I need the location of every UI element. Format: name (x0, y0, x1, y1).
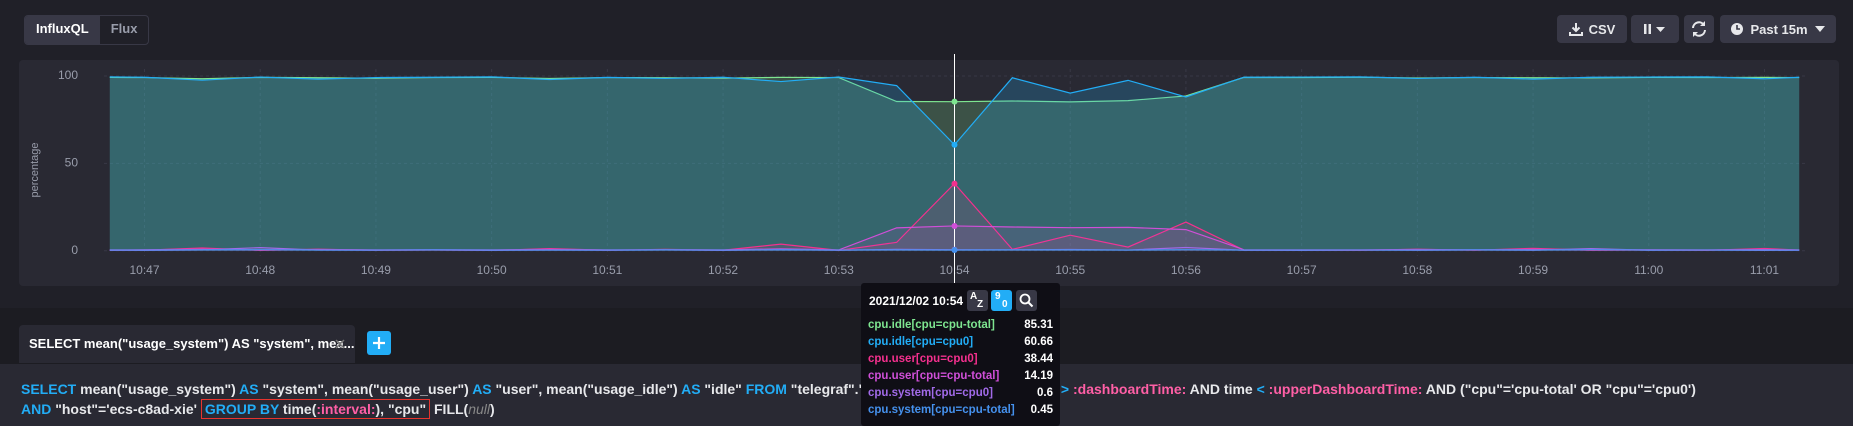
tooltip-row: cpu.idle[cpu=cpu0] 60.66 (868, 336, 1053, 351)
token: mean("usage_system") (76, 381, 240, 397)
caret-icon (1814, 26, 1825, 32)
x-tick-label: 10:52 (708, 263, 738, 277)
close-icon[interactable] (335, 339, 345, 349)
icon-letter: Z (977, 299, 984, 310)
tooltip-row: cpu.system[cpu=cpu0] 0.6 (868, 387, 1053, 402)
token: > (1060, 381, 1070, 397)
y-tick-label: 100 (58, 68, 78, 82)
x-tick-label: 10:58 (1402, 263, 1432, 277)
label: Past 15m (1750, 21, 1808, 37)
token: AS (472, 381, 492, 397)
x-tick-label: 10:57 (1287, 263, 1317, 277)
y-tick-label: 0 (71, 243, 78, 257)
token: ) (490, 401, 495, 417)
x-tick-label: 11:00 (1634, 263, 1663, 277)
refresh-icon (1692, 21, 1706, 37)
x-tick-label: 10:53 (824, 263, 854, 277)
x-tick-label: 10:56 (1171, 263, 1201, 277)
token: FROM (745, 381, 787, 397)
highlight-box: GROUP BY time(:interval:), "cpu" (200, 399, 431, 419)
tab[interactable]: InfluxQL (25, 16, 100, 44)
series-name: cpu.idle[cpu=cpu0] (868, 336, 974, 348)
series-value: 85.31 (1024, 319, 1053, 331)
pause-button[interactable] (1631, 15, 1679, 43)
tooltip-row: cpu.user[cpu=cpu-total] 14.19 (868, 370, 1053, 385)
clock-icon (1731, 23, 1744, 35)
x-tick-label: 10:51 (592, 263, 622, 277)
token: time( (279, 401, 317, 417)
series-name: cpu.idle[cpu=cpu-total] (868, 319, 995, 331)
icon-letter: A (970, 291, 978, 302)
token: AS (681, 381, 701, 397)
refresh-button[interactable] (1684, 15, 1714, 43)
x-tick-label: 10:47 (129, 263, 159, 277)
token: AND time (1186, 381, 1257, 397)
token: :interval: (316, 401, 376, 417)
tab[interactable]: Flux (110, 21, 138, 36)
icon-letter: 0 (1002, 299, 1008, 310)
token: FILL( (434, 401, 469, 417)
tooltip-row: cpu.user[cpu=cpu0] 38.44 (868, 353, 1053, 368)
token: :dashboardTime: (1073, 381, 1187, 397)
hover-dot (951, 141, 958, 148)
series-name: cpu.user[cpu=cpu0] (868, 353, 978, 365)
icon-letter: 9 (995, 291, 1001, 302)
series-name: cpu.system[cpu=cpu-total] (868, 404, 1015, 416)
hover-dot (951, 246, 958, 253)
download-icon (1568, 23, 1583, 36)
csv-button[interactable]: CSV (1557, 15, 1627, 43)
series-name: cpu.user[cpu=cpu-total] (868, 370, 1000, 382)
token: :upperDashboardTime: (1268, 381, 1423, 397)
x-tick-label: 10:55 (1055, 263, 1085, 277)
x-tick-label: 11:01 (1750, 263, 1779, 277)
series-name: cpu.system[cpu=cpu0] (868, 387, 993, 399)
label: CSV (1588, 21, 1616, 37)
series-value: 38.44 (1024, 353, 1053, 365)
time-range-button[interactable]: Past 15m (1720, 15, 1836, 43)
series-value: 14.19 (1024, 370, 1053, 382)
token: AS (239, 381, 259, 397)
x-tick-label: 10:50 (477, 263, 507, 277)
series-value: 0.45 (1030, 404, 1053, 416)
token: AND (21, 401, 52, 417)
x-tick-label: 10:48 (245, 263, 275, 277)
token: 'ecs-c8ad-xie' (106, 401, 197, 417)
token: SELECT (21, 381, 77, 397)
token: GROUP BY (204, 401, 280, 417)
query-line: SELECT mean("usage_system") AS "system",… (21, 381, 1696, 397)
token: null (468, 401, 491, 417)
query-tab[interactable]: SELECT mean("usage_system") AS "system",… (19, 325, 355, 363)
token: AND ("cpu"='cpu-total' OR "cpu"='cpu0') (1422, 381, 1696, 397)
x-tick-label: 10:59 (1518, 263, 1548, 277)
token: "host"= (51, 401, 107, 417)
series-value: 60.66 (1024, 336, 1053, 348)
token: "idle" (700, 381, 746, 397)
search-button[interactable] (1016, 290, 1037, 311)
token: "system", mean("usage_user") (258, 381, 473, 397)
query-line: AND "host"='ecs-c8ad-xie' GROUP BY time(… (21, 399, 495, 419)
add-query-button[interactable] (367, 331, 391, 355)
query-tab-title: SELECT mean("usage_system") AS "system",… (29, 336, 355, 351)
language-tabs: InfluxQL Flux (24, 15, 150, 45)
hover-dot (951, 222, 958, 229)
pause-icon (1644, 24, 1665, 34)
hover-dot (951, 98, 958, 105)
token: < (1256, 381, 1265, 397)
chart: 0 50 100 10:47 10:48 10:49 10:50 10:51 10:52 10:5… (29, 54, 1805, 300)
x-tick-label: 10:49 (361, 263, 391, 277)
y-tick-label: 50 (65, 156, 79, 170)
series-value: 0.6 (1037, 387, 1053, 399)
tooltip-row: cpu.idle[cpu=cpu-total] 85.31 (868, 319, 1053, 334)
tooltip-time: 2021/12/02 10:54 (869, 294, 964, 308)
hover-dot (951, 180, 958, 187)
token: "user", mean("usage_idle") (491, 381, 682, 397)
tooltip-row: cpu.system[cpu=cpu-total] 0.45 (868, 404, 1053, 419)
token: ), "cpu" (375, 401, 427, 417)
y-axis-label: percentage (29, 142, 41, 197)
